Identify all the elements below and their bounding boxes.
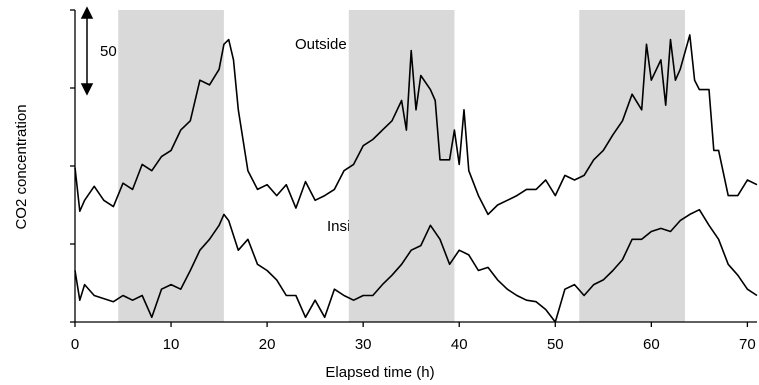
x-tick-label: 30 xyxy=(355,336,372,353)
x-tick-label: 40 xyxy=(451,336,468,353)
x-tick-label: 60 xyxy=(643,336,660,353)
annotation-arrow xyxy=(80,6,94,96)
x-tick-label: 0 xyxy=(71,336,79,353)
x-tick-label: 10 xyxy=(163,336,180,353)
series-line xyxy=(74,208,758,323)
x-tick-label: 70 xyxy=(739,336,756,353)
shaded-period xyxy=(118,10,224,322)
x-axis-label: Elapsed time (h) xyxy=(325,364,434,381)
outside-label: Outside xyxy=(295,36,347,53)
shaded-period xyxy=(348,10,455,322)
shaded-period xyxy=(579,10,685,322)
x-tick-label: 50 xyxy=(547,336,564,353)
y-axis-label: CO2 concentration xyxy=(13,104,30,229)
x-tick-label: 20 xyxy=(259,336,276,353)
series-line xyxy=(74,34,758,216)
